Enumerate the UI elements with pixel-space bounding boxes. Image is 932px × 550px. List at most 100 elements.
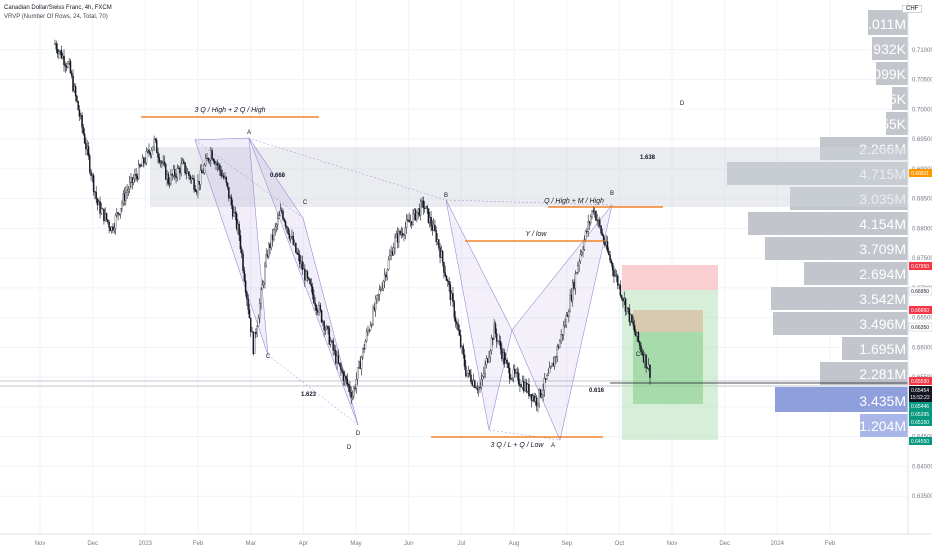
candle: [488, 350, 490, 364]
candle: [199, 164, 202, 190]
candle: [506, 357, 508, 368]
time-tick: May: [350, 541, 361, 547]
candle: [627, 307, 629, 314]
candle: [220, 165, 222, 179]
candle: [466, 372, 468, 378]
candle: [132, 174, 135, 186]
candle: [620, 294, 623, 301]
indicator-label[interactable]: VRVP (Number Of Rows, 24, Total, 70): [4, 14, 108, 20]
candle: [58, 49, 60, 60]
candle: [381, 282, 383, 292]
candle: [470, 368, 472, 384]
symbol-title[interactable]: Canadian Dollar/Swiss Franc, 4h, FXCM: [4, 5, 112, 11]
candle: [136, 173, 139, 183]
currency-button[interactable]: CHF: [902, 5, 923, 13]
candle: [248, 303, 251, 319]
candle: [587, 214, 589, 238]
candle: [633, 319, 636, 335]
vp-label: 2.694M: [859, 266, 906, 282]
price-label: 0.67950: [911, 264, 929, 270]
candle: [167, 171, 170, 186]
candle: [371, 322, 373, 328]
candle: [98, 199, 100, 206]
candle: [410, 221, 413, 229]
candle: [396, 227, 399, 249]
candle: [359, 356, 361, 370]
candle: [238, 221, 240, 242]
candle: [270, 234, 273, 251]
candle: [76, 95, 78, 103]
candle: [472, 373, 475, 388]
vp-label: 5K: [889, 91, 907, 107]
vp-label: 2.281M: [859, 366, 906, 382]
candle: [345, 375, 347, 386]
candle: [145, 147, 148, 166]
vp-label: 099K: [873, 66, 906, 82]
candle: [262, 280, 265, 289]
candle: [354, 384, 356, 392]
candle: [101, 207, 104, 210]
candle: [253, 332, 256, 354]
harmonic-pattern-1[interactable]: [194, 137, 359, 426]
candle: [494, 321, 497, 338]
candle: [289, 236, 292, 243]
candle: [450, 290, 453, 300]
candle: [583, 235, 586, 252]
candle: [212, 157, 215, 164]
candle: [189, 174, 191, 184]
price-axis[interactable]: 0.710000.705000.700000.695000.690000.685…: [912, 48, 932, 500]
harmonic-pattern-2[interactable]: [247, 137, 613, 441]
candle: [116, 207, 118, 218]
candle: [153, 135, 155, 151]
candle: [611, 262, 614, 277]
vp-label: 3.435M: [859, 393, 906, 409]
candle: [380, 286, 382, 292]
candle: [242, 250, 244, 274]
candle: [235, 211, 238, 231]
candle: [60, 45, 63, 60]
candle: [346, 373, 349, 388]
candle: [394, 233, 396, 255]
candle: [131, 177, 134, 190]
candle: [250, 317, 252, 337]
candle: [109, 226, 112, 232]
candle: [363, 343, 365, 353]
level-lines[interactable]: [141, 116, 663, 438]
stop-zone-inner: [633, 310, 703, 332]
candle: [387, 256, 390, 271]
candle: [529, 394, 531, 398]
candle: [429, 211, 431, 228]
candle: [332, 337, 334, 356]
candle: [310, 278, 313, 293]
candle: [269, 242, 271, 255]
candle: [383, 268, 386, 289]
candle: [364, 339, 367, 350]
candle: [391, 247, 394, 257]
candle: [385, 271, 387, 281]
candle: [225, 176, 228, 186]
candle: [226, 182, 229, 190]
candle: [130, 173, 132, 189]
annotation-label: 3 Q / L + Q / Low: [491, 442, 545, 449]
candle: [532, 393, 534, 403]
candle: [543, 373, 546, 397]
candle: [425, 206, 427, 209]
vp-bar: [886, 112, 908, 135]
candle: [148, 143, 150, 157]
pattern-point: D: [680, 101, 685, 107]
candle: [422, 196, 425, 215]
time-axis[interactable]: Nov Dec 2023 Feb Mar Apr May Jun Jul Aug Sep Oct Nov…: [35, 541, 836, 547]
price-tick: 0.70000: [912, 107, 932, 113]
candle: [157, 147, 159, 164]
pattern-point: D: [356, 431, 361, 437]
long-position-tool[interactable]: [622, 265, 718, 440]
candle: [413, 208, 416, 221]
candle: [456, 320, 458, 330]
candle: [443, 261, 445, 279]
candle: [517, 368, 520, 386]
resistance-zone[interactable]: [150, 147, 908, 207]
candle: [435, 226, 437, 246]
candle: [163, 155, 166, 168]
candle: [431, 220, 434, 236]
